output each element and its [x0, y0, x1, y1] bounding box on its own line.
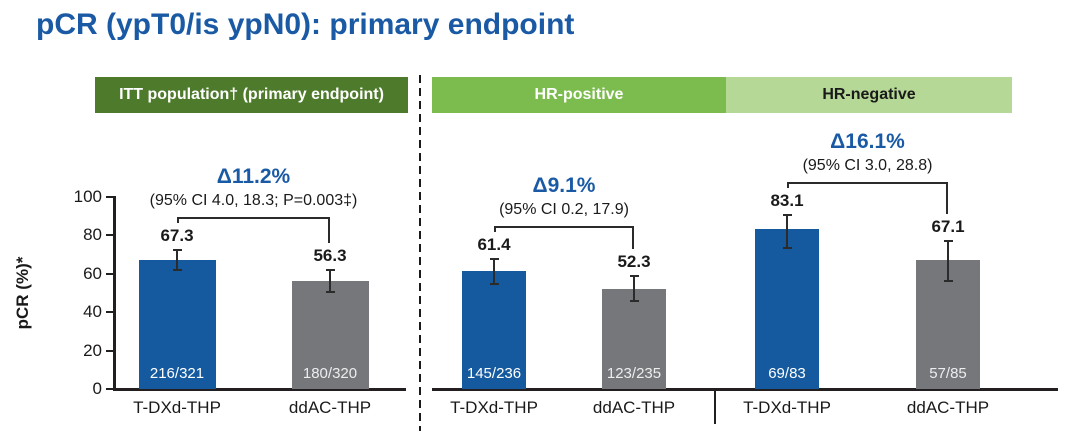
error-bar-cap-top	[783, 214, 792, 216]
dashed-panel-separator	[419, 75, 421, 431]
bar-fraction-label: 145/236	[466, 365, 522, 382]
bar	[291, 281, 369, 389]
error-bar-cap-bottom	[630, 300, 639, 302]
error-bar	[493, 259, 495, 284]
error-bar	[633, 276, 635, 301]
comparison-bracket-end-right	[946, 182, 948, 214]
x-axis-label: ddAC-THP	[592, 398, 676, 417]
error-bar-cap-bottom	[783, 247, 792, 249]
bar-fraction-label: 57/85	[929, 365, 967, 382]
bar-value-label: 83.1	[770, 191, 804, 210]
delta-annotation: Δ9.1%	[532, 174, 596, 197]
comparison-bracket	[494, 226, 634, 228]
y-axis-tick-label: 100	[73, 187, 102, 206]
comparison-bracket	[787, 182, 948, 184]
bar-value-label: 67.1	[931, 217, 965, 236]
error-bar-cap-top	[326, 269, 335, 271]
error-bar-cap-top	[173, 249, 182, 251]
error-bar-cap-bottom	[173, 269, 182, 271]
comparison-bracket	[177, 217, 330, 219]
y-axis-tick	[106, 196, 114, 198]
group-header-hr-positive: HR-positive	[432, 77, 726, 113]
page-title: pCR (ypT0/is ypN0): primary endpoint	[36, 8, 575, 41]
error-bar-cap-top	[630, 275, 639, 277]
x-axis-label: T-DXd-THP	[450, 398, 538, 417]
y-axis-tick	[106, 311, 114, 313]
error-bar-cap-bottom	[326, 291, 335, 293]
delta-annotation: Δ11.2%	[216, 165, 291, 188]
group-header-itt: ITT population† (primary endpoint)	[95, 77, 408, 113]
bar-fraction-label: 123/235	[606, 365, 662, 382]
group-divider-tick	[714, 389, 716, 424]
ci-annotation: (95% CI 4.0, 18.3; P=0.003‡)	[149, 192, 358, 209]
y-axis-tick-label: 60	[83, 264, 102, 283]
bar-fraction-label: 69/83	[768, 365, 806, 382]
x-axis-baseline-left	[113, 388, 406, 391]
y-axis-tick-label: 20	[83, 341, 102, 360]
error-bar	[329, 270, 331, 292]
error-bar-cap-bottom	[490, 283, 499, 285]
bar	[755, 229, 819, 389]
error-bar	[947, 241, 949, 281]
y-axis-tick	[106, 350, 114, 352]
y-axis-line	[113, 196, 116, 390]
y-axis-tick	[106, 273, 114, 275]
bar-fraction-label: 180/320	[302, 365, 358, 382]
y-axis-tick-label: 80	[83, 225, 102, 244]
delta-annotation: Δ16.1%	[830, 130, 905, 153]
comparison-bracket-end-left	[177, 217, 179, 223]
bar	[138, 260, 216, 389]
error-bar	[176, 250, 178, 270]
comparison-bracket-end-left	[787, 182, 789, 188]
x-axis-label: ddAC-THP	[906, 398, 990, 417]
ci-annotation: (95% CI 0.2, 17.9)	[499, 201, 629, 218]
bar	[462, 271, 526, 389]
bar-fraction-label: 216/321	[149, 365, 205, 382]
error-bar-cap-top	[944, 240, 953, 242]
bar-value-label: 61.4	[477, 235, 511, 254]
bar-value-label: 67.3	[160, 226, 194, 245]
error-bar-cap-top	[490, 258, 499, 260]
error-bar-cap-bottom	[944, 280, 953, 282]
error-bar	[786, 215, 788, 248]
ci-annotation: (95% CI 3.0, 28.8)	[802, 157, 933, 174]
bar-value-label: 56.3	[313, 246, 347, 265]
group-header-hr-negative: HR-negative	[726, 77, 1012, 113]
y-axis-tick-label: 40	[83, 302, 102, 321]
bar-value-label: 52.3	[617, 252, 651, 271]
x-axis-label: T-DXd-THP	[133, 398, 221, 417]
x-axis-label: ddAC-THP	[288, 398, 372, 417]
x-axis-baseline-right	[432, 388, 1058, 391]
y-axis-tick	[106, 234, 114, 236]
comparison-bracket-end-right	[328, 217, 330, 243]
x-axis-label: T-DXd-THP	[743, 398, 831, 417]
comparison-bracket-end-right	[632, 226, 634, 249]
comparison-bracket-end-left	[494, 226, 496, 232]
y-axis-tick	[106, 388, 114, 390]
y-axis-tick-label: 0	[92, 379, 102, 398]
bar	[602, 289, 666, 389]
